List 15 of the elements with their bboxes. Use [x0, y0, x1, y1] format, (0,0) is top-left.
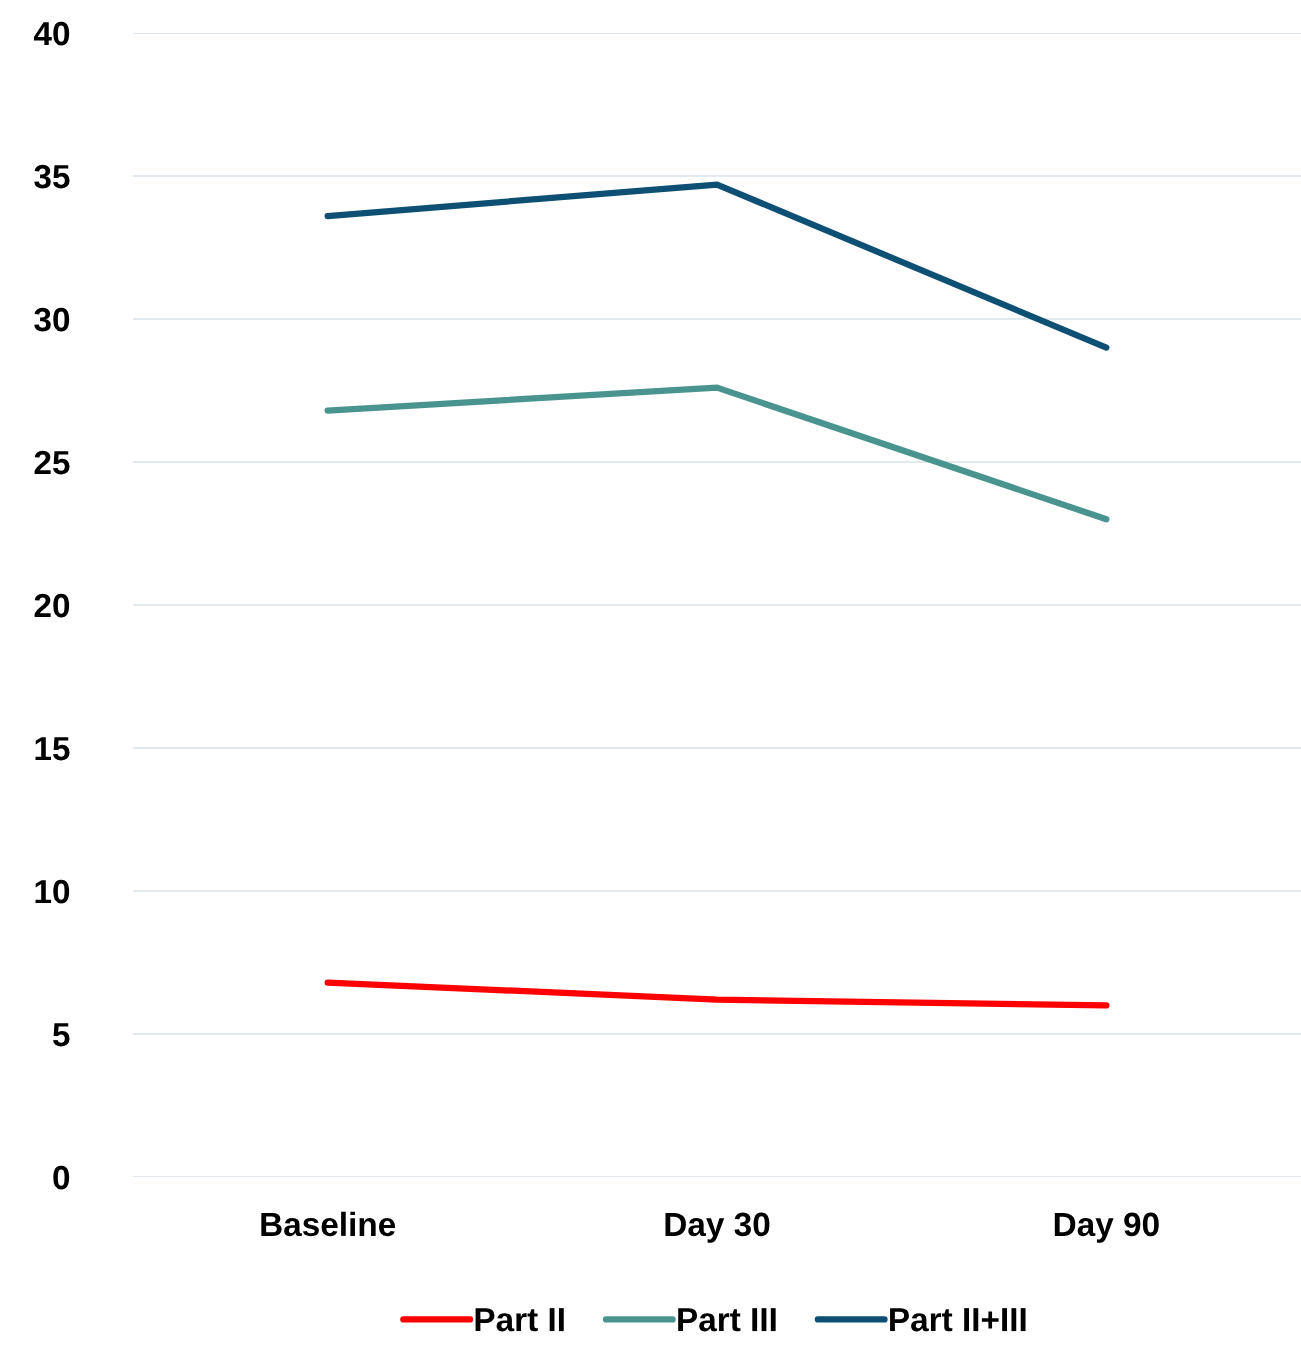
y-tick-label: 35 — [34, 164, 70, 189]
y-tick-label: 15 — [35, 737, 70, 761]
y-tick-label: 40 — [33, 21, 70, 46]
x-tick-label: Baseline — [261, 1211, 396, 1237]
y-tick-label: 25 — [34, 450, 70, 475]
legend-label: Part II+III — [890, 1308, 1026, 1332]
legend-label: Part III — [678, 1308, 776, 1332]
y-tick-label: 20 — [34, 593, 70, 618]
y-tick-label: 0 — [53, 1165, 70, 1190]
x-tick-label: Day 30 — [665, 1212, 770, 1243]
y-tick-label: 5 — [52, 1023, 70, 1047]
x-tick-label: Day 90 — [1054, 1212, 1159, 1243]
y-tick-label: 30 — [34, 307, 70, 332]
legend-label: Part II — [475, 1308, 564, 1332]
y-tick-label: 10 — [35, 879, 70, 904]
